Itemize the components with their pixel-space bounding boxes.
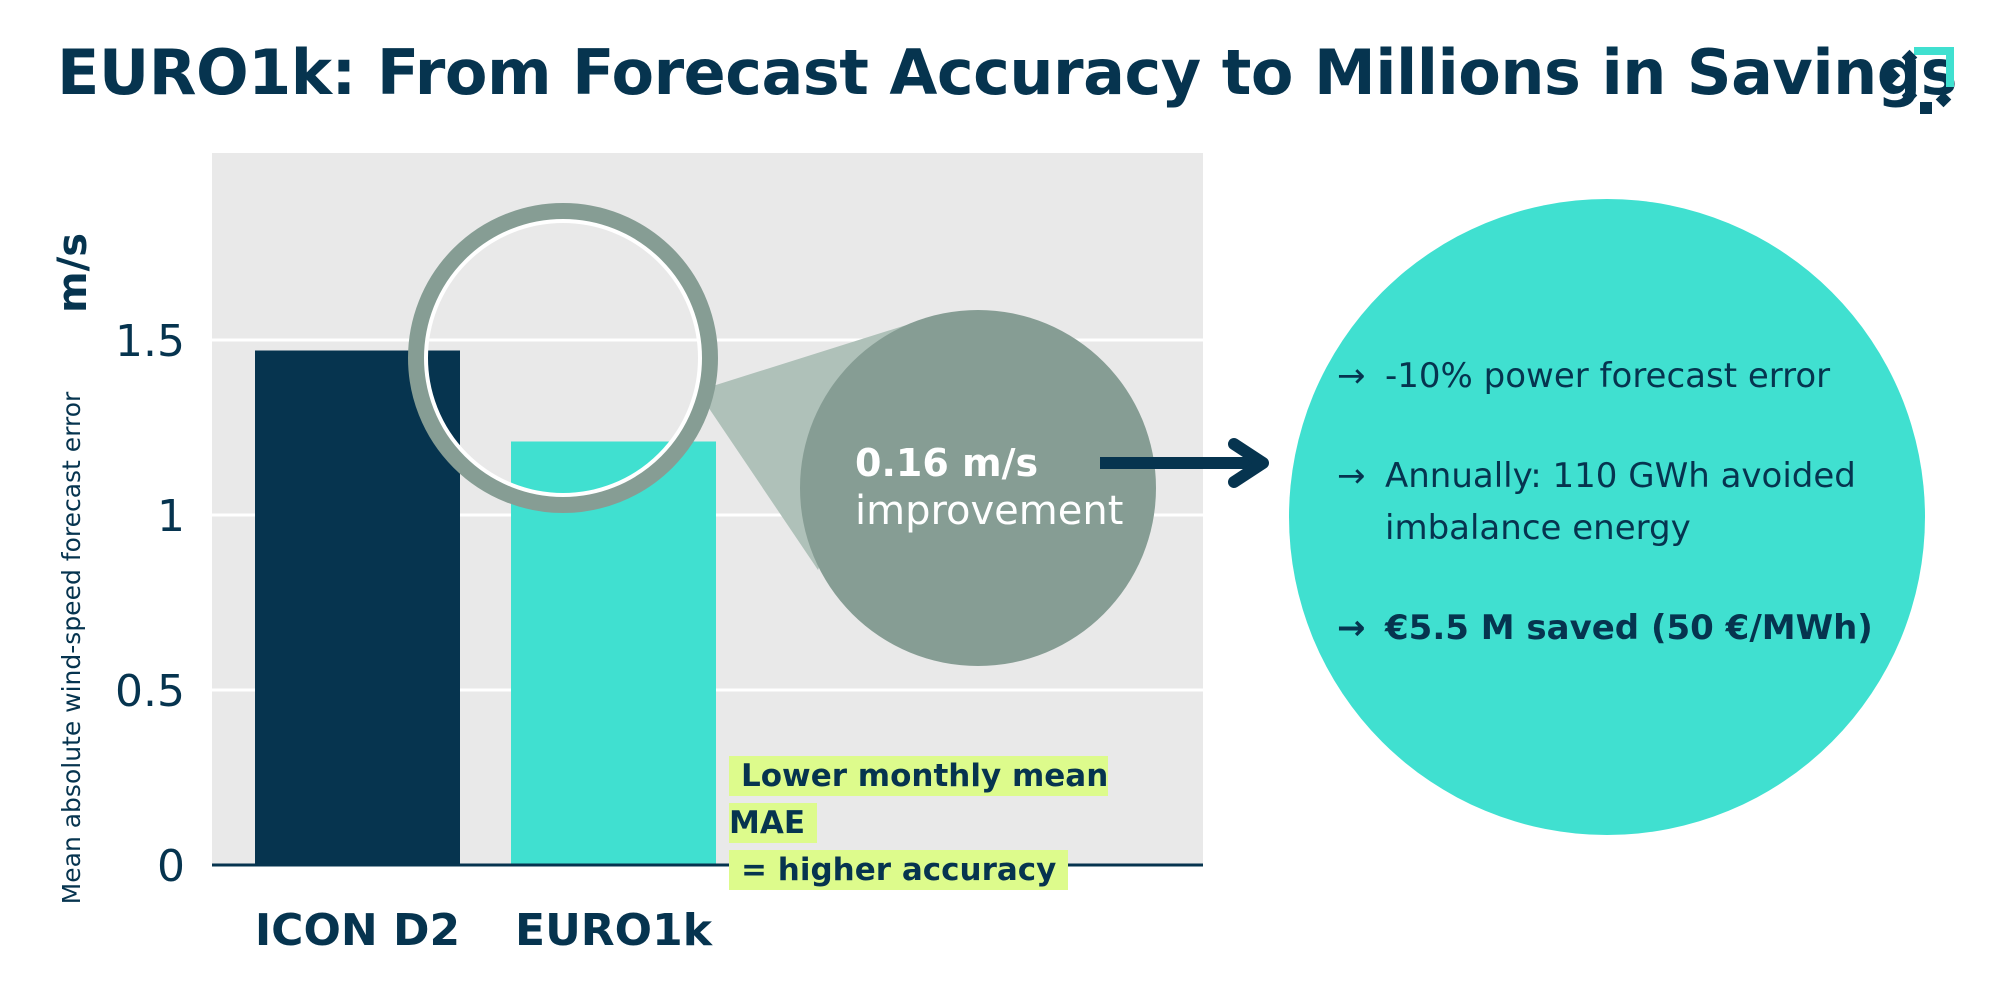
magnifier-lens-ring [408,203,718,513]
improvement-value: 0.16 m/s [855,441,1038,485]
note-line-1: Lower monthly mean MAE [729,756,1109,843]
arrow-right-icon: → [1337,356,1366,396]
savings-circle [1289,199,1925,835]
magnifier-lens-inner-ring [424,219,702,497]
bar [255,350,460,865]
connector-arrow-head [1228,438,1269,488]
y-tick-labels: 0 0.5 1 1.5 [115,316,185,892]
improvement-bubble [800,310,1156,666]
savings-item-text: -10% power forecast error [1385,356,1831,396]
savings-item-text: Annually: 110 GWh avoided imbalance ener… [1385,456,1856,548]
y-axis-unit-label: m/s [50,233,96,313]
savings-list: → -10% power forecast error → Annually: … [1337,350,1917,702]
savings-item-text: €5.5 M saved (50 €/MWh) [1385,608,1873,648]
brand-logo-icon [1884,47,1954,114]
y-tick-label: 1 [157,491,185,542]
category-label: EURO1k [515,905,714,956]
y-tick-label: 1.5 [115,316,185,367]
improvement-label: improvement [855,488,1123,534]
bars [255,350,716,865]
savings-item: → -10% power forecast error [1337,350,1917,402]
arrow-right-icon: → [1337,456,1366,496]
accuracy-note: Lower monthly mean MAE = higher accuracy [729,753,1173,894]
category-label: ICON D2 [255,905,460,956]
y-tick-label: 0.5 [115,666,185,717]
bar [511,441,716,865]
note-line-2: = higher accuracy [729,850,1069,890]
savings-item: → Annually: 110 GWh avoided imbalance en… [1337,450,1917,554]
arrow-right-icon: → [1337,608,1366,648]
y-tick-label: 0 [157,841,185,892]
savings-item: → €5.5 M saved (50 €/MWh) [1337,602,1917,654]
category-labels: ICON D2 EURO1k [255,905,714,956]
y-axis-label: Mean absolute wind-speed forecast error [57,391,86,904]
page-title: EURO1k: From Forecast Accuracy to Millio… [57,36,1958,109]
